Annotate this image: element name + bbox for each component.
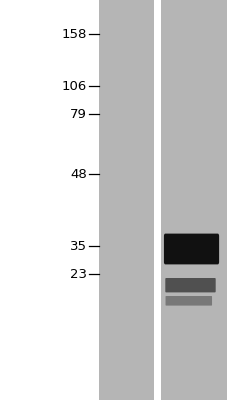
FancyBboxPatch shape xyxy=(165,296,211,306)
Text: 158: 158 xyxy=(61,28,86,40)
Text: 48: 48 xyxy=(70,168,86,180)
FancyBboxPatch shape xyxy=(163,234,218,264)
Text: 79: 79 xyxy=(69,108,86,120)
FancyBboxPatch shape xyxy=(165,278,215,292)
Bar xyxy=(160,0,227,400)
Bar xyxy=(99,0,153,400)
Text: 106: 106 xyxy=(61,80,86,92)
Text: 35: 35 xyxy=(69,240,86,252)
Text: 23: 23 xyxy=(69,268,86,280)
Bar xyxy=(155,0,160,400)
